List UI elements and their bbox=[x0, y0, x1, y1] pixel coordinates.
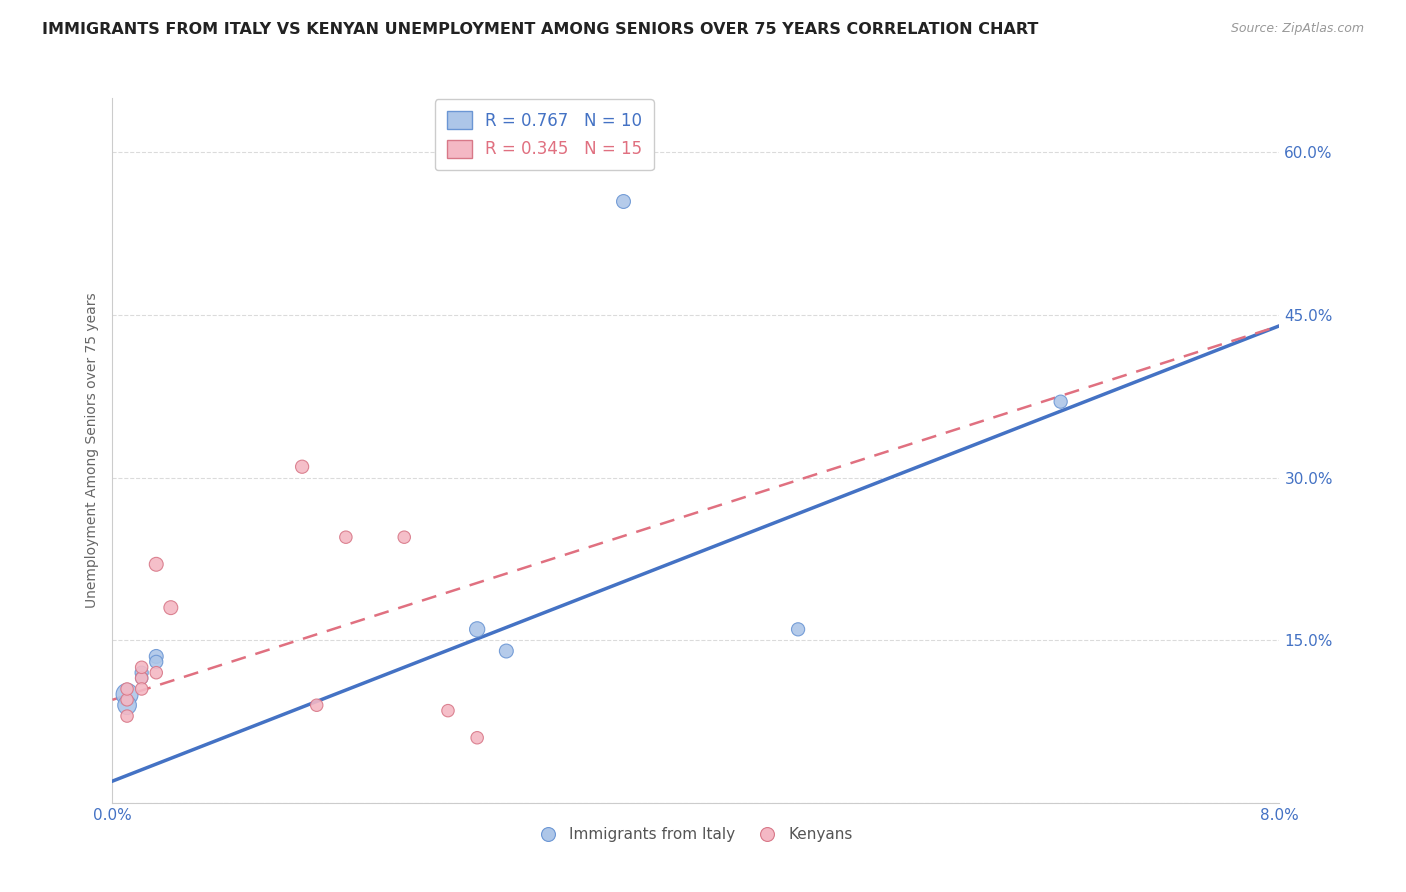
Point bbox=[131, 681, 153, 696]
Point bbox=[115, 698, 138, 713]
Point bbox=[305, 698, 328, 713]
Point bbox=[131, 671, 153, 685]
Text: Source: ZipAtlas.com: Source: ZipAtlas.com bbox=[1230, 22, 1364, 36]
Point bbox=[131, 671, 153, 685]
Point bbox=[131, 665, 153, 680]
Point bbox=[131, 660, 153, 674]
Text: IMMIGRANTS FROM ITALY VS KENYAN UNEMPLOYMENT AMONG SENIORS OVER 75 YEARS CORRELA: IMMIGRANTS FROM ITALY VS KENYAN UNEMPLOY… bbox=[42, 22, 1039, 37]
Point bbox=[115, 681, 138, 696]
Y-axis label: Unemployment Among Seniors over 75 years: Unemployment Among Seniors over 75 years bbox=[84, 293, 98, 608]
Point bbox=[787, 623, 810, 637]
Point bbox=[437, 704, 460, 718]
Point bbox=[115, 687, 138, 701]
Point bbox=[495, 644, 517, 658]
Point bbox=[612, 194, 634, 208]
Point bbox=[115, 709, 138, 723]
Point bbox=[1049, 394, 1071, 409]
Point bbox=[465, 731, 488, 745]
Point bbox=[335, 530, 357, 544]
Legend: Immigrants from Italy, Kenyans: Immigrants from Italy, Kenyans bbox=[533, 821, 859, 848]
Point bbox=[145, 649, 167, 664]
Point bbox=[291, 459, 314, 474]
Point bbox=[394, 530, 416, 544]
Point bbox=[465, 623, 488, 637]
Point bbox=[160, 600, 183, 615]
Point bbox=[145, 665, 167, 680]
Point bbox=[145, 558, 167, 572]
Point bbox=[145, 655, 167, 669]
Point bbox=[115, 693, 138, 707]
